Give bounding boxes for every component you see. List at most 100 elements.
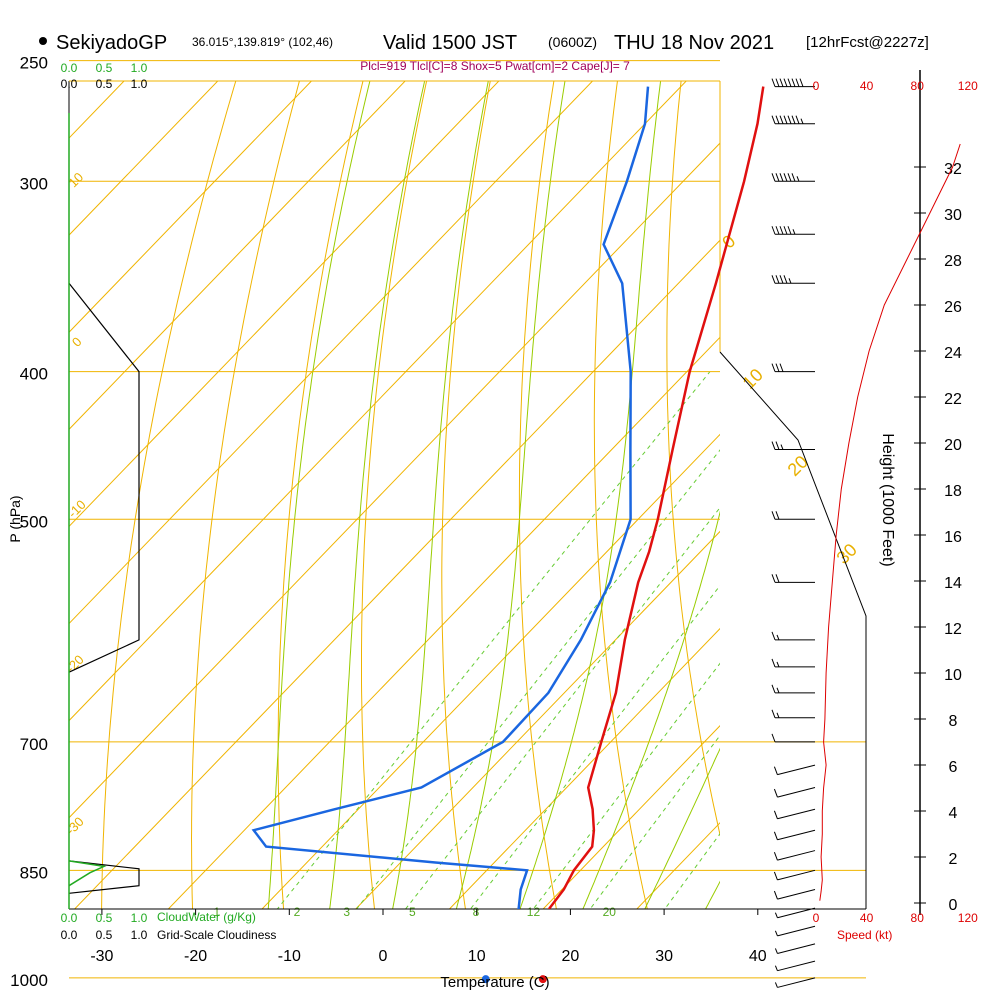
pressure-tick-label: 300 [20,174,48,193]
wind-barb-flag [791,173,796,182]
moist-adiabat [267,81,371,909]
wind-barb [773,850,816,861]
isotherm-line [73,239,720,909]
surface-temperature-marker [538,975,547,984]
wind-barb-flag [775,574,780,583]
wind-barb-staff [777,787,816,798]
wind-barb-flag [771,658,776,668]
valid-time: Valid 1500 JST [383,32,517,54]
x-tick-label: -20 [184,948,207,965]
isotherm-line [633,34,1000,1000]
wind-barb [773,889,816,900]
y-axis-title: P (hPa) [7,495,23,542]
temperature-trace [547,86,765,909]
wind-barb-staff [777,869,816,881]
wind-speed-tick-bottom: 120 [958,911,978,925]
wind-barb-flag [783,78,788,87]
dry-adiabat [936,34,1000,1000]
mixing-ratio-label: 1 [214,905,221,919]
height-tick-label: 18 [944,483,962,500]
pressure-tick-label: 1000 [10,971,48,990]
wind-barb-flag [795,115,800,124]
wind-barb [771,115,815,125]
dry-adiabat [361,81,428,909]
dry-adiabat [441,81,491,909]
wind-barb-flag [771,441,776,450]
isotherm-line [69,81,687,722]
wind-barb [773,764,816,776]
wind-barb-flag [787,115,792,124]
wind-barb-flag [773,810,778,819]
pressure-tick-label: 400 [20,365,48,384]
trace-layer [251,86,765,909]
valid-date: THU 18 Nov 2021 [614,32,774,54]
valid-utc: (0600Z) [548,34,597,50]
isotherm-line [69,81,594,625]
height-tick-label: 12 [944,621,962,638]
wind-barb-flag [771,173,776,182]
wind-barb-flag [775,511,780,520]
moist-adiabat [392,81,489,909]
wind-barb [773,829,816,841]
x-tick-label: 0 [379,948,388,965]
wind-barb-flag [773,788,778,798]
wind-barb-staff [777,925,816,937]
wind-barb-staff [777,960,816,972]
mixing-ratio-label: 5 [409,905,416,919]
wind-barb-half [774,912,778,918]
wind-barb-staff [777,977,816,988]
wind-barb-half [776,712,780,718]
x-tick-label: 30 [655,948,673,965]
wind-barb-flag [773,766,778,775]
cloud-scale-bottom-green: 1.0 [131,911,148,925]
wind-speed-tick-top: 80 [911,79,925,93]
wind-barb-flag [779,173,784,182]
wind-barb [773,869,816,881]
wind-barb [771,709,815,719]
wind-barb-half [774,965,778,971]
wind-barb-half [792,229,796,235]
wind-barb [774,925,816,937]
wind-speed-tick-top: 0 [813,79,820,93]
cloud-scale-top-green: 1.0 [131,61,148,75]
cloud-scale-top-black: 1.0 [131,77,148,91]
height-tick-label: 16 [944,529,962,546]
x-tick-label: -30 [90,948,113,965]
wind-barb-flag [771,226,776,235]
height-tick-label: 8 [949,713,958,730]
moist-adiabat [582,510,720,909]
isotherm-line [69,81,406,431]
wind-barb-flag [779,226,784,235]
isotherm-label: -30 [63,814,87,838]
upper-cloudiness-profile [68,282,140,673]
wind-barb-flag [779,363,784,372]
wind-barb-flag [773,831,778,840]
height-tick-label: 2 [949,851,958,868]
wind-barb [771,226,815,235]
isotherm-line [820,34,1000,1000]
wind-barb-flag [779,78,784,87]
cloud-scale-bottom-black: 0.0 [61,928,78,942]
wind-barb-staff [777,889,816,900]
wind-barb [771,363,815,373]
wind-barb-flag [775,363,780,372]
wind-barb [773,787,816,798]
height-tick-label: 6 [949,759,958,776]
dry-adiabat [737,34,863,1000]
stability-indices: Plcl=919 Tlcl[C]=8 Shox=5 Pwat[cm]=2 Cap… [360,59,630,73]
dry-adiabat [518,81,557,909]
forecast-info: [12hrFcst@2227z] [806,34,929,51]
wind-barb-half [774,948,778,954]
cloud-water-profile [68,860,107,887]
height-tick-label: 26 [944,299,962,316]
pressure-tick-label: 850 [20,863,48,882]
isotherm-line [69,81,219,236]
wind-barb-flag [771,733,776,743]
wind-barb-half [774,982,778,988]
height-tick-label: 24 [944,345,962,362]
wind-barb [771,684,815,694]
cloud-scale-bottom-green: 0.0 [61,911,78,925]
wind-barb-flag [775,226,780,235]
isotherm-line [542,725,720,909]
wind-barb-flag [773,890,778,900]
